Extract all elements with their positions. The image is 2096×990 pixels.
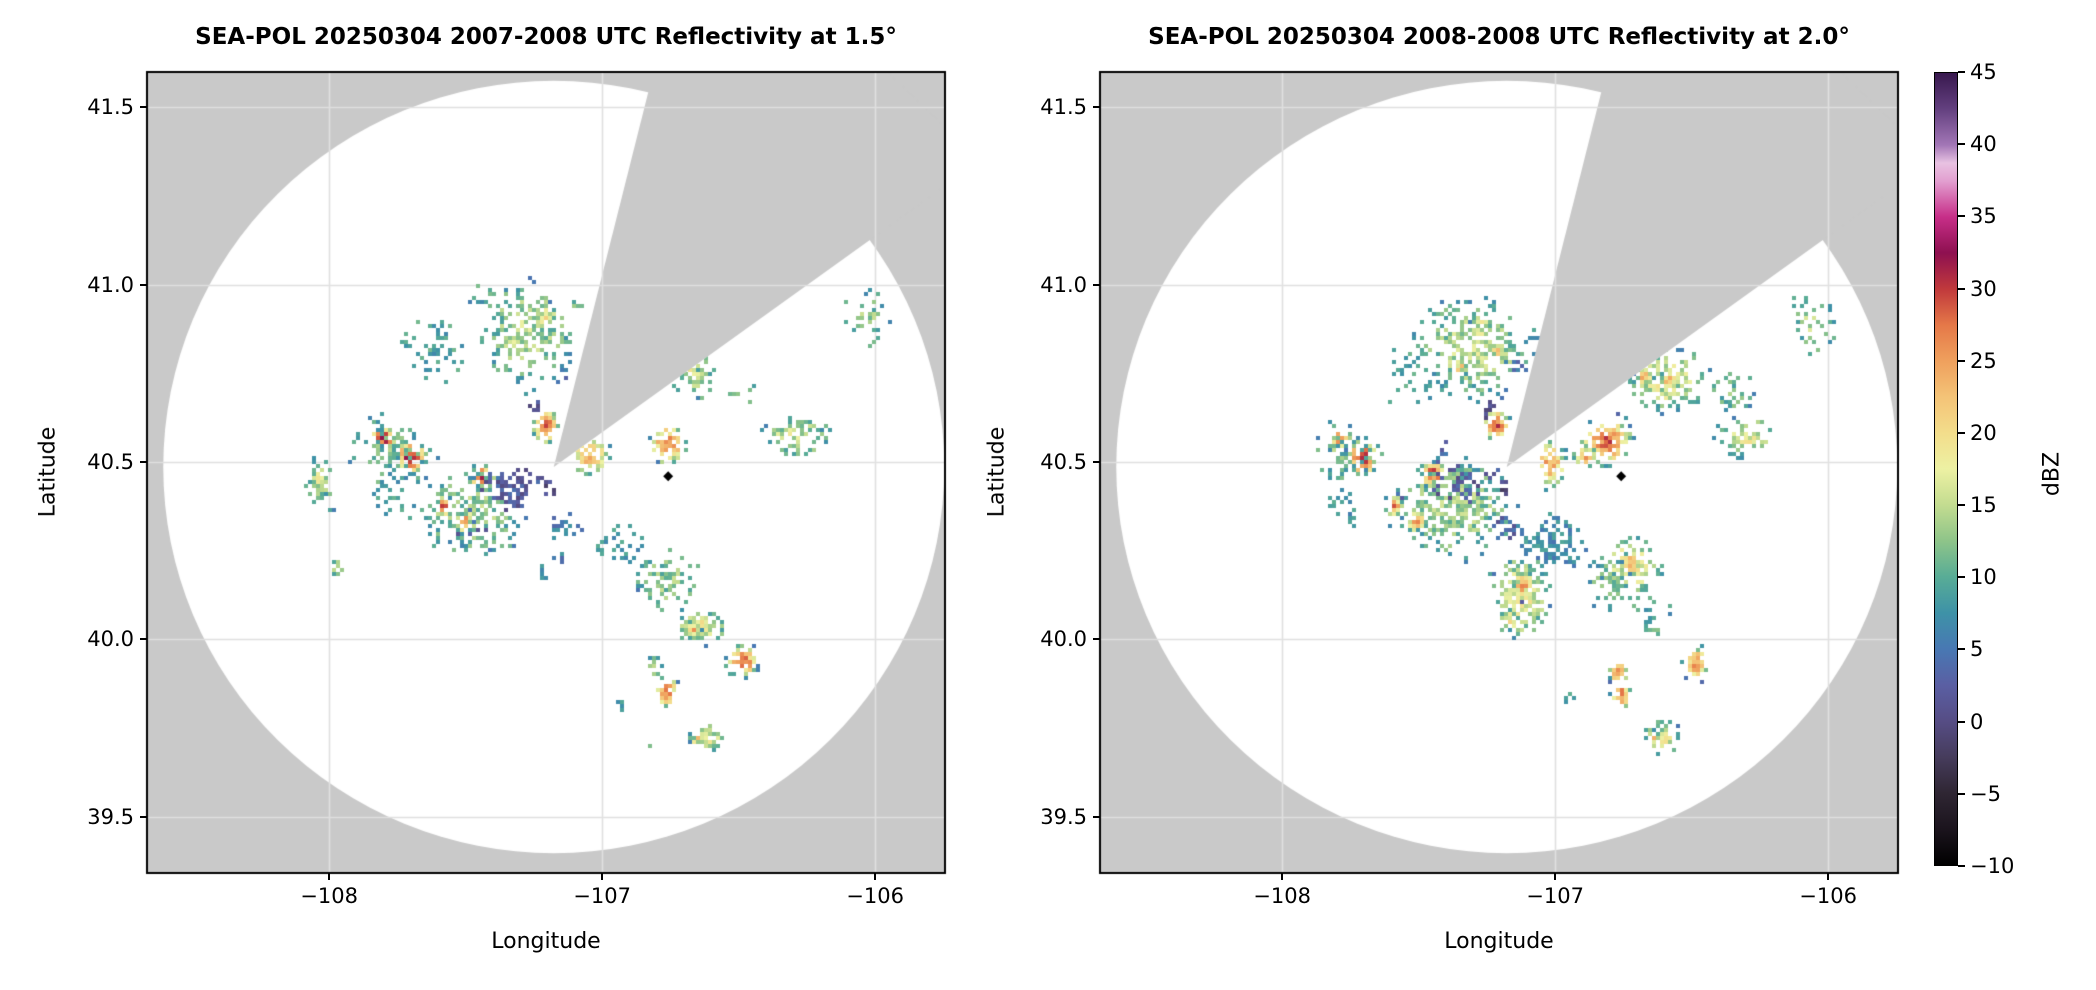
colorbar-tick-label: 5	[1970, 637, 1984, 662]
x-tick-label: −108	[1253, 884, 1311, 908]
y-tick-label: 40.5	[1040, 450, 1087, 475]
x-axis-label-right: Longitude	[1444, 929, 1554, 954]
colorbar-tick-mark	[1958, 215, 1965, 218]
colorbar-tick-label: 0	[1970, 709, 1984, 734]
colorbar-tick-label: 40	[1970, 132, 1997, 157]
colorbar-tick-label: −5	[1970, 781, 2001, 806]
y-tick-label: 39.5	[1040, 804, 1087, 829]
colorbar-tick-mark	[1958, 720, 1965, 723]
colorbar-tick-label: 35	[1970, 204, 1997, 229]
panel-title-left: SEA-POL 20250304 2007-2008 UTC Reflectiv…	[195, 24, 897, 50]
colorbar-tick-label: 15	[1970, 493, 1997, 518]
colorbar-label: dBZ	[2039, 451, 2065, 497]
y-tick-mark	[1093, 283, 1100, 286]
colorbar-tick-mark	[1958, 576, 1965, 579]
y-tick-mark	[1093, 106, 1100, 109]
panel-title-right: SEA-POL 20250304 2008-2008 UTC Reflectiv…	[1148, 24, 1850, 50]
x-axis-label-left: Longitude	[491, 929, 601, 954]
y-tick-mark	[1093, 461, 1100, 464]
y-tick-label: 40.5	[87, 450, 134, 475]
colorbar-tick-mark	[1958, 287, 1965, 290]
x-tick-mark	[601, 873, 604, 880]
colorbar-tick-label: 45	[1970, 60, 1997, 84]
y-tick-label: 41.5	[87, 95, 134, 120]
y-tick-mark	[140, 283, 147, 286]
y-tick-label: 39.5	[87, 804, 134, 829]
x-tick-label: −107	[573, 884, 631, 908]
colorbar-tick-mark	[1958, 359, 1965, 362]
colorbar-tick-mark	[1958, 648, 1965, 651]
colorbar-tick-label: 20	[1970, 420, 1997, 445]
y-tick-label: 41.0	[87, 272, 134, 297]
colorbar	[1934, 72, 1958, 866]
colorbar-tick-label: −10	[1970, 854, 2015, 878]
colorbar-tick-label: 30	[1970, 276, 1997, 301]
y-axis-label-right: Latitude	[984, 426, 1010, 518]
x-tick-mark	[328, 873, 331, 880]
colorbar-tick-mark	[1958, 504, 1965, 507]
y-tick-label: 40.0	[1040, 627, 1087, 652]
y-tick-label: 40.0	[87, 627, 134, 652]
x-tick-mark	[1554, 873, 1557, 880]
x-tick-mark	[1827, 873, 1830, 880]
colorbar-tick-mark	[1958, 431, 1965, 434]
colorbar-tick-mark	[1958, 143, 1965, 146]
x-tick-mark	[1281, 873, 1284, 880]
colorbar-tick-label: 25	[1970, 348, 1997, 373]
y-tick-label: 41.0	[1040, 272, 1087, 297]
y-tick-mark	[1093, 638, 1100, 641]
y-tick-mark	[140, 638, 147, 641]
y-tick-mark	[1093, 815, 1100, 818]
y-tick-mark	[140, 815, 147, 818]
x-tick-label: −106	[1799, 884, 1857, 908]
y-axis-label-left: Latitude	[35, 426, 61, 518]
x-tick-label: −107	[1526, 884, 1584, 908]
y-tick-label: 41.5	[1040, 95, 1087, 120]
x-tick-label: −106	[846, 884, 904, 908]
colorbar-tick-mark	[1958, 71, 1965, 73]
colorbar-tick-label: 10	[1970, 565, 1997, 590]
y-tick-mark	[140, 106, 147, 109]
colorbar-tick-mark	[1958, 792, 1965, 795]
x-tick-mark	[874, 873, 877, 880]
y-tick-mark	[140, 461, 147, 464]
x-tick-label: −108	[300, 884, 358, 908]
colorbar-tick-mark	[1958, 865, 1965, 867]
